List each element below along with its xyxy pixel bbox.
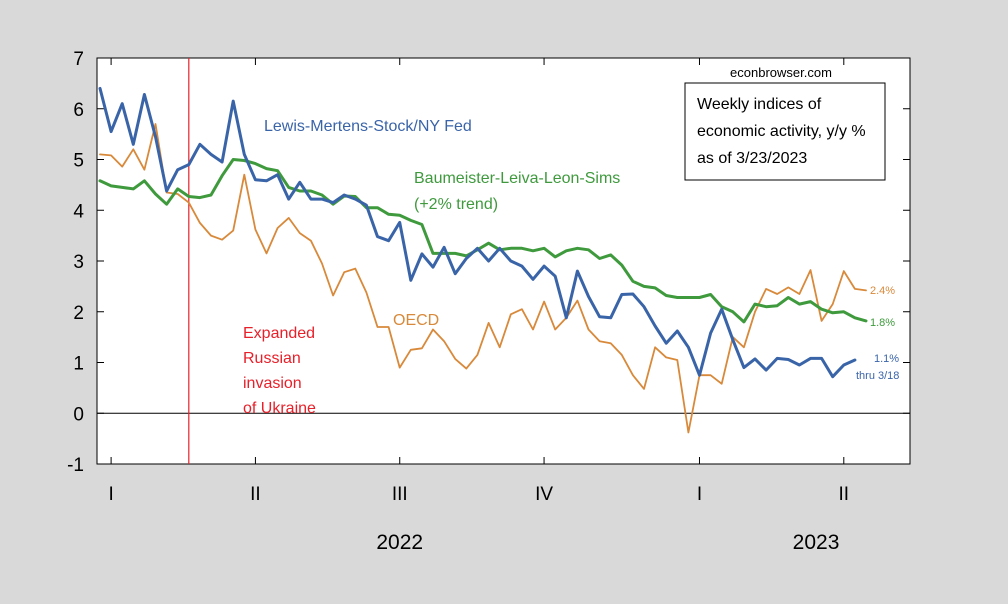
title-box: [684, 82, 886, 181]
series-label-oecd: OECD: [393, 312, 439, 329]
title-line-2: economic activity, y/y %: [697, 123, 866, 140]
series-line-lms: [98, 86, 857, 379]
series-group: [98, 86, 868, 434]
series-line-oecd: [99, 123, 867, 434]
x-tick-label: II: [250, 484, 261, 505]
y-tick-label: -1: [67, 455, 84, 476]
title-line-3: as of 3/23/2023: [697, 150, 807, 167]
x-tick-label: IV: [535, 484, 553, 505]
x-tick-label: III: [392, 484, 408, 505]
x-tick-label: I: [108, 484, 113, 505]
y-tick-label: 4: [73, 201, 84, 222]
year-label: 2022: [376, 531, 423, 554]
y-tick-label: 6: [73, 100, 84, 121]
series-label-bls-note: (+2% trend): [414, 196, 498, 213]
y-tick-label: 1: [73, 354, 84, 375]
y-tick-label: 7: [73, 49, 84, 70]
y-tick-label: 5: [73, 151, 84, 172]
end-label-lms: 1.1%: [874, 353, 899, 365]
year-label: 2023: [793, 531, 840, 554]
y-tick-label: 3: [73, 252, 84, 273]
event-label-3: invasion: [243, 375, 302, 392]
event-label-4: of Ukraine: [243, 400, 316, 417]
x-tick-label: I: [697, 484, 702, 505]
x-tick-label: II: [839, 484, 850, 505]
series-label-bls: Baumeister-Leiva-Leon-Sims: [414, 170, 620, 187]
series-line-bls: [98, 158, 868, 324]
event-label-1: Expanded: [243, 325, 315, 342]
series-label-lms: Lewis-Mertens-Stock/NY Fed: [264, 118, 472, 135]
source-label: econbrowser.com: [730, 65, 832, 80]
y-axis: -1 0 1 2 3 4 5 6 7: [67, 49, 910, 476]
event-label-2: Russian: [243, 350, 301, 367]
y-tick-label: 2: [73, 303, 84, 324]
y-tick-label: 0: [73, 404, 84, 425]
end-label-oecd: 2.4%: [870, 285, 895, 297]
title-line-1: Weekly indices of: [697, 96, 822, 113]
end-note-lms: thru 3/18: [856, 370, 899, 382]
end-label-bls: 1.8%: [870, 317, 895, 329]
